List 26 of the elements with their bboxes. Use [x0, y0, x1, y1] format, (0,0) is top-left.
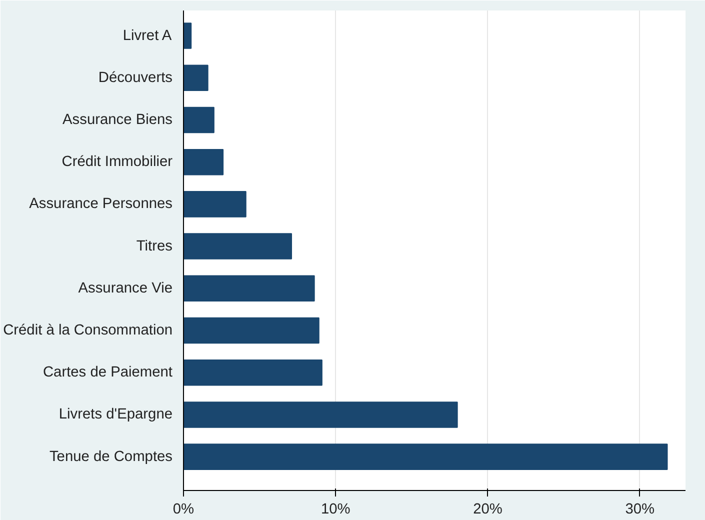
bar: [184, 275, 315, 302]
x-tick-label: 10%: [320, 502, 350, 518]
bar: [184, 402, 458, 428]
y-tick-label: Assurance Biens: [62, 112, 173, 128]
bar: [184, 64, 208, 91]
y-tick-label: Crédit à la Consommation: [3, 322, 173, 338]
y-tick-label: Assurance Personnes: [29, 196, 173, 212]
bar: [184, 444, 668, 470]
y-tick-label: Cartes de Paiement: [42, 364, 172, 381]
x-tick-label: 30%: [625, 502, 655, 518]
bar: [184, 191, 246, 218]
bar: [184, 148, 224, 176]
bar: [184, 233, 292, 260]
y-tick-label: Livrets d'Epargne: [58, 406, 173, 423]
bar: [184, 359, 322, 386]
bar: [184, 22, 192, 49]
y-tick-label: Découverts: [98, 70, 173, 86]
bar: [184, 317, 320, 344]
y-tick-label: Crédit Immobilier: [62, 154, 173, 170]
y-tick-label: Livret A: [122, 28, 172, 44]
y-tick-label: Assurance Vie: [78, 280, 173, 296]
bar: [184, 106, 214, 134]
x-tick-label: 20%: [473, 502, 502, 518]
y-tick-label: Tenue de Comptes: [49, 448, 173, 465]
x-tick-label: 0%: [172, 502, 194, 518]
y-tick-label: Titres: [136, 238, 173, 254]
